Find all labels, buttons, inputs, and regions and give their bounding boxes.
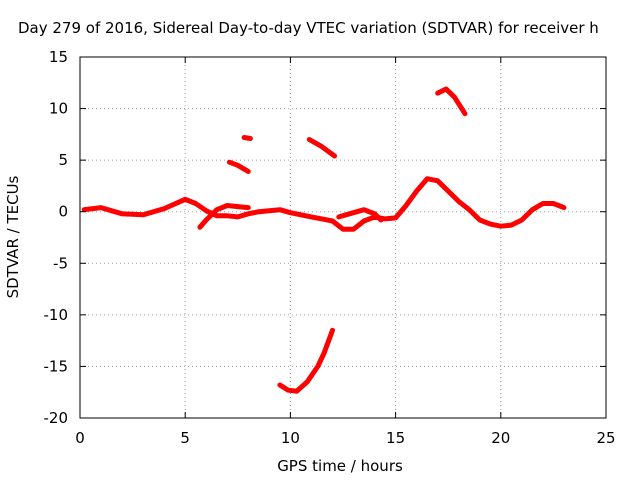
y-tick-label: -20: [44, 409, 69, 427]
series-baseline-track: [81, 176, 567, 232]
y-tick-label: -5: [53, 254, 68, 272]
x-tick-label: 15: [386, 429, 405, 447]
data-series: [81, 86, 567, 394]
axis-ticks: [79, 56, 607, 419]
grid: [80, 57, 606, 418]
series-segment-d: [241, 135, 253, 141]
series-segment-g: [277, 327, 335, 394]
series-arc-b: [336, 207, 384, 223]
x-axis-label: GPS time / hours: [277, 457, 403, 475]
y-axis-label: SDTVAR / TECUs: [4, 175, 22, 298]
x-tick-label: 10: [281, 429, 300, 447]
y-tick-labels: -20 -15 -10 -5 0 5 10 15: [44, 48, 69, 427]
x-tick-label: 0: [75, 429, 85, 447]
chart-title: Day 279 of 2016, Sidereal Day-to-day VTE…: [18, 19, 599, 37]
series-arc-a: [197, 203, 251, 230]
x-tick-labels: 0 5 10 15 20 25: [75, 429, 615, 447]
series-segment-e: [306, 137, 338, 159]
y-tick-label: 15: [49, 48, 68, 66]
y-tick-label: 5: [58, 151, 68, 169]
plot-frame: [79, 56, 607, 419]
y-tick-label: 10: [49, 100, 68, 118]
y-tick-label: -10: [44, 306, 69, 324]
series-segment-c: [226, 159, 251, 174]
y-tick-label: -15: [44, 357, 69, 375]
x-tick-label: 5: [180, 429, 190, 447]
x-tick-label: 25: [596, 429, 615, 447]
x-tick-label: 20: [491, 429, 510, 447]
series-segment-f: [435, 86, 468, 117]
y-tick-label: 0: [58, 203, 68, 221]
